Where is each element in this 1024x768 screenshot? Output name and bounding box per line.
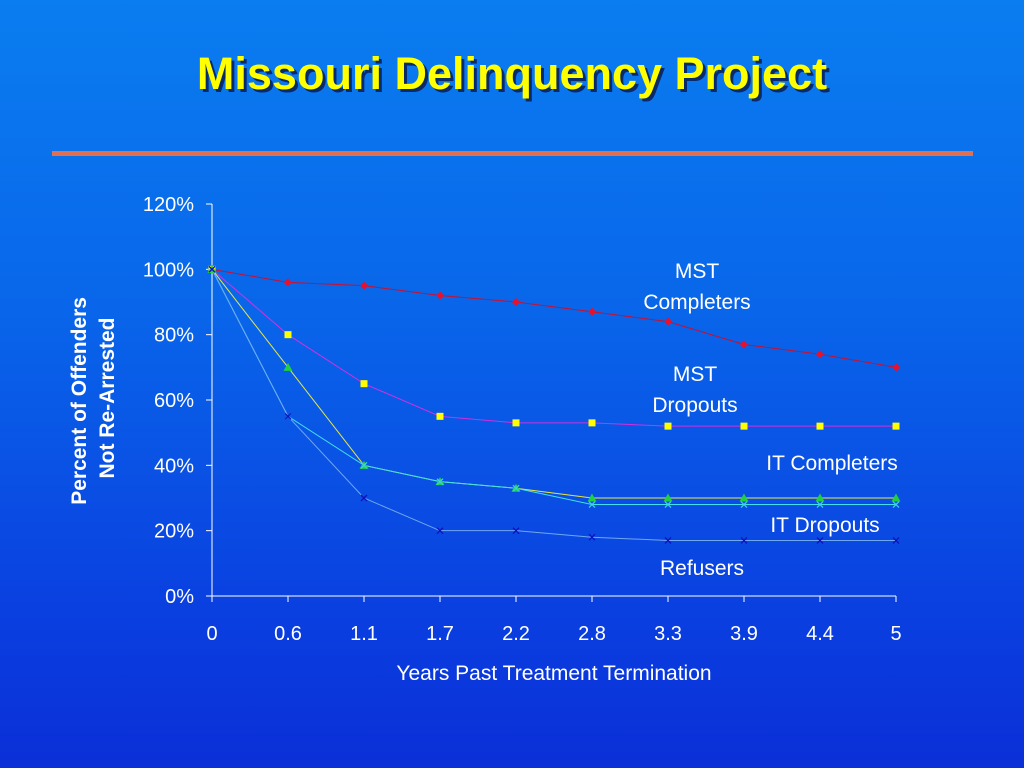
series-line-refusers <box>211 269 896 541</box>
data-point-refusers <box>664 537 672 544</box>
data-point-refusers <box>588 533 596 541</box>
x-tick-label: 4.4 <box>806 623 834 645</box>
data-point-it-completers <box>663 493 673 502</box>
y-axis-title-line-1: Percent of Offenders <box>68 297 91 505</box>
x-tick-label: 3.9 <box>730 623 758 645</box>
data-point-it-completers <box>739 493 749 502</box>
y-axis-title: Percent of Offenders Not Re-Arrested <box>68 291 119 505</box>
x-tick-label: 0 <box>206 623 217 645</box>
y-tick-label: 0% <box>165 586 194 608</box>
data-point-mst-completers <box>360 281 368 290</box>
data-point-refusers <box>360 494 368 502</box>
title-divider <box>52 151 973 156</box>
data-point-it-dropouts <box>512 484 520 492</box>
data-point-mst-dropouts <box>512 419 520 427</box>
data-point-mst-dropouts <box>436 412 444 420</box>
series-label-mst-dropouts: MST Dropouts <box>652 363 737 417</box>
data-point-mst-dropouts <box>360 380 368 388</box>
chart-series-markers <box>207 264 901 544</box>
y-axis-title-line-2: Not Re-Arrested <box>96 317 119 478</box>
series-line-mst-dropouts <box>211 268 896 427</box>
data-point-it-completers <box>891 493 901 502</box>
y-tick-label: 120% <box>143 194 194 216</box>
data-point-refusers <box>284 412 292 420</box>
series-label-it-completers: IT Completers <box>766 452 898 475</box>
data-point-mst-completers <box>892 363 900 372</box>
series-line-it-completers <box>211 269 896 499</box>
data-point-mst-completers <box>664 317 672 326</box>
data-point-it-dropouts <box>816 501 824 508</box>
y-tick-label: 80% <box>154 325 194 347</box>
data-point-it-completers <box>815 493 825 502</box>
data-point-refusers <box>436 527 444 535</box>
series-line-mst-completers <box>211 268 897 368</box>
x-axis-title: Years Past Treatment Termination <box>396 662 711 685</box>
chart-series-lines <box>211 268 897 541</box>
data-point-refusers <box>816 537 824 544</box>
x-tick-label: 1.7 <box>426 623 454 645</box>
x-tick-label: 0.6 <box>274 623 302 645</box>
data-point-refusers <box>892 537 900 544</box>
y-tick-label: 20% <box>154 521 194 543</box>
data-point-mst-dropouts <box>284 331 292 339</box>
data-point-mst-completers <box>588 307 596 316</box>
series-label-it-dropouts: IT Dropouts <box>770 514 879 537</box>
data-point-mst-dropouts <box>664 422 672 430</box>
chart-axes: 0% 20% 40% 60% 80% 100% 120% 0 0.6 1.1 1.7 2.2 2.8 3.… <box>143 194 902 645</box>
data-point-mst-completers <box>436 291 444 300</box>
x-tick-label: 2.8 <box>578 623 606 645</box>
x-tick-label: 5 <box>890 623 901 645</box>
data-point-mst-completers <box>740 340 748 349</box>
data-point-it-completers <box>283 362 293 371</box>
x-tick-label: 3.3 <box>654 623 682 645</box>
data-point-mst-dropouts <box>740 422 748 430</box>
data-point-it-dropouts <box>740 501 748 508</box>
data-point-refusers <box>740 537 748 544</box>
data-point-it-completers <box>587 493 597 502</box>
data-point-mst-dropouts <box>892 422 900 430</box>
data-point-mst-completers <box>512 298 520 306</box>
data-point-it-dropouts <box>436 478 444 486</box>
data-point-refusers <box>512 527 520 535</box>
data-point-mst-completers <box>284 278 292 287</box>
y-tick-label: 100% <box>143 259 194 281</box>
y-tick-label: 40% <box>154 455 194 477</box>
series-label-refusers: Refusers <box>660 557 744 580</box>
series-line-it-dropouts <box>211 269 896 506</box>
x-tick-label: 1.1 <box>350 623 378 645</box>
data-point-mst-dropouts <box>588 419 596 427</box>
data-point-it-dropouts <box>664 501 672 508</box>
data-point-mst-completers <box>816 350 824 359</box>
data-point-refusers <box>208 265 216 273</box>
x-tick-label: 2.2 <box>502 623 530 645</box>
y-tick-label: 60% <box>154 390 194 412</box>
series-label-mst-completers: MST Completers <box>643 260 750 314</box>
data-point-mst-dropouts <box>816 422 824 430</box>
chart-series-labels: MST Completers MST Dropouts IT Completers IT … <box>643 260 897 580</box>
slide-title: Missouri Delinquency Project <box>196 48 828 99</box>
data-point-it-dropouts <box>588 501 596 508</box>
data-point-it-dropouts <box>360 461 368 469</box>
data-point-it-dropouts <box>892 501 900 508</box>
